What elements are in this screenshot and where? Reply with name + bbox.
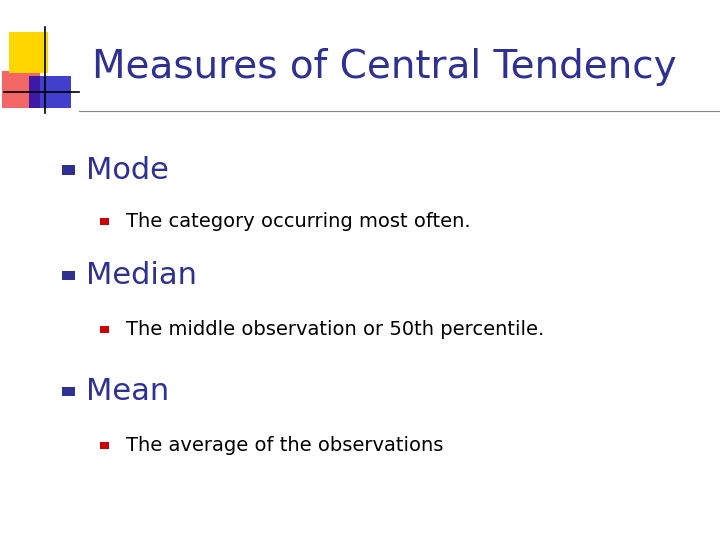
Bar bbox=[62, 387, 75, 396]
Bar bbox=[2, 71, 40, 108]
Text: The category occurring most often.: The category occurring most often. bbox=[126, 212, 471, 231]
Bar bbox=[99, 218, 109, 225]
Bar bbox=[99, 442, 109, 449]
Text: The middle observation or 50th percentile.: The middle observation or 50th percentil… bbox=[126, 320, 544, 339]
Bar bbox=[99, 326, 109, 333]
Bar bbox=[62, 271, 75, 280]
Bar bbox=[29, 76, 71, 108]
Text: The average of the observations: The average of the observations bbox=[126, 436, 444, 455]
Text: Measures of Central Tendency: Measures of Central Tendency bbox=[92, 49, 677, 86]
Text: Median: Median bbox=[86, 261, 197, 290]
Bar bbox=[62, 165, 75, 175]
Bar bbox=[9, 32, 48, 73]
Text: Mode: Mode bbox=[86, 156, 169, 185]
Text: Mean: Mean bbox=[86, 377, 170, 406]
